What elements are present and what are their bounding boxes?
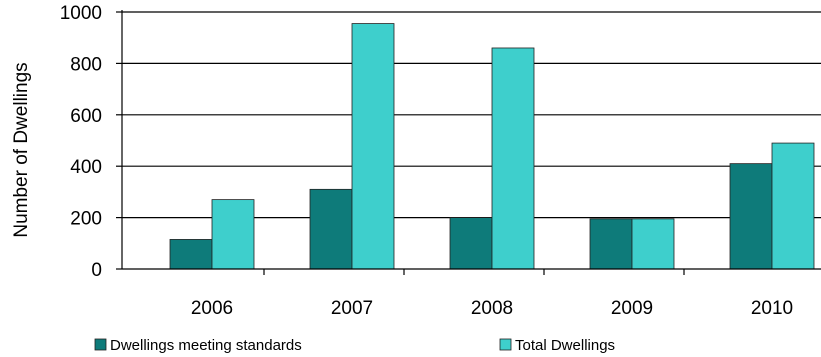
x-tick-label: 2007 — [331, 298, 373, 319]
legend-label: Dwellings meeting standards — [110, 337, 302, 354]
y-tick-labels: 0 200 400 600 800 1000 — [60, 3, 102, 281]
y-tick-label: 600 — [70, 106, 102, 127]
bar-meeting-standards-2006 — [169, 239, 213, 270]
bar-meeting-standards-2010 — [729, 163, 773, 270]
x-tick-label: 2006 — [191, 298, 233, 319]
y-tick-label: 1000 — [60, 3, 102, 24]
bar-meeting-standards-2008 — [449, 217, 493, 270]
gridlines — [122, 11, 821, 219]
axes — [116, 10, 821, 275]
y-tick-label: 0 — [91, 260, 102, 281]
y-axis-title: Number of Dwellings — [11, 62, 32, 237]
bar-meeting-standards-2009 — [589, 218, 633, 270]
bar-total-2010 — [771, 142, 815, 270]
y-tick-label: 800 — [70, 54, 102, 75]
x-tick-label: 2009 — [611, 298, 653, 319]
bar-meeting-standards-2007 — [309, 188, 353, 270]
bar-total-2007 — [351, 23, 395, 270]
y-tick-label: 400 — [70, 157, 102, 178]
bar-total-2009 — [631, 218, 675, 270]
legend: Dwellings meeting standards Total Dwellin… — [94, 337, 615, 354]
bar-total-2008 — [491, 47, 535, 270]
bar-total-2006 — [211, 199, 255, 270]
x-tick-label: 2010 — [751, 298, 793, 319]
bars — [169, 23, 815, 270]
y-tick-label: 200 — [70, 209, 102, 230]
x-tick-labels: 2006 2007 2008 2009 2010 — [191, 298, 793, 319]
legend-swatch — [499, 338, 512, 351]
legend-label: Total Dwellings — [515, 337, 615, 354]
legend-swatch — [94, 338, 107, 351]
x-tick-label: 2008 — [471, 298, 513, 319]
